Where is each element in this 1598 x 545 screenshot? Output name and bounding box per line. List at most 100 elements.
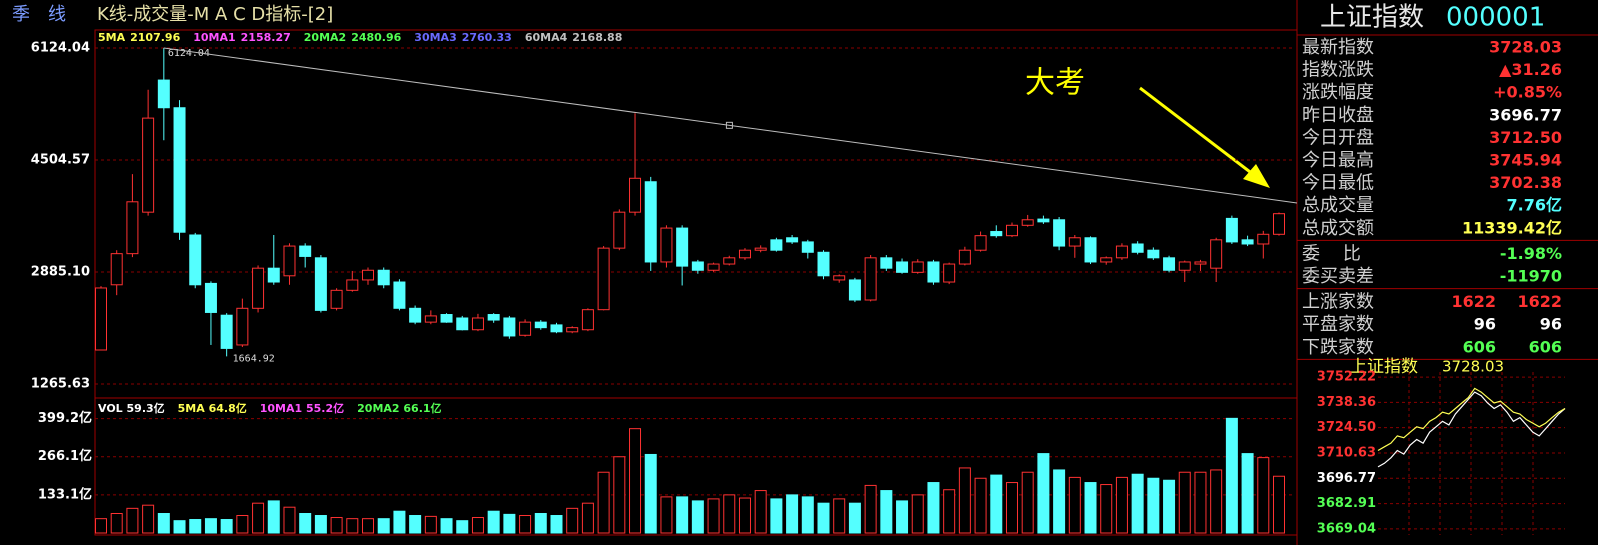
volume-bar — [487, 510, 500, 534]
volume-bar — [204, 518, 217, 534]
legend-text: 60MA4 — [525, 31, 568, 44]
candle-body — [613, 211, 626, 249]
legend-text: 2760.33 — [462, 31, 512, 44]
candle-body — [471, 317, 484, 331]
y-tick-label: 1265.63 — [31, 376, 90, 391]
candle-body — [1178, 261, 1191, 271]
row-label: 今日最高 — [1302, 150, 1374, 171]
candle-body — [424, 315, 437, 323]
volume-bar — [581, 502, 594, 534]
chart-heading: K线-成交量-M A C D指标-[2] — [97, 4, 333, 25]
candle-body — [1194, 261, 1207, 265]
volume-bar — [644, 453, 657, 534]
volume-bar — [1084, 482, 1097, 534]
candle-body — [754, 247, 767, 251]
candle-body — [660, 227, 673, 263]
volume-bar — [362, 518, 375, 534]
row-value: 7.76亿 — [1507, 196, 1562, 215]
volume-bar — [283, 506, 296, 534]
volume-bar — [424, 515, 437, 534]
candle-body — [299, 245, 312, 257]
volume-bar — [95, 518, 107, 534]
y-tick-label: 2885.10 — [31, 264, 90, 279]
row-label: 昨日收盘 — [1302, 105, 1374, 126]
legend-text: 5MA 64.8亿 — [178, 401, 247, 415]
candle-body — [409, 307, 422, 323]
candle-body — [896, 261, 909, 273]
candle-body — [157, 79, 170, 109]
volume-bar — [943, 489, 956, 534]
volume-bar — [629, 428, 642, 534]
volume-bar — [440, 518, 453, 534]
row-label: 总成交量 — [1302, 195, 1374, 216]
annotation-arrow — [1139, 86, 1259, 180]
y-tick-label: 4504.57 — [31, 152, 90, 167]
candle-body — [864, 257, 877, 301]
candle-body — [110, 253, 123, 286]
row-value: 1622 — [1451, 292, 1496, 311]
volume-bar — [1131, 473, 1144, 534]
legend-text: 20MA2 — [304, 31, 346, 44]
row-label: 总成交额 — [1302, 218, 1374, 239]
volume-bar — [330, 517, 343, 534]
period-label: 季 线 — [12, 4, 66, 25]
candle-body — [581, 309, 594, 331]
candle-body — [1068, 237, 1081, 247]
row-value: 3745.94 — [1489, 151, 1562, 170]
volume-bar — [1225, 417, 1238, 534]
candle-body — [1005, 224, 1018, 237]
volume-bar — [110, 513, 123, 534]
y-tick-label: 3752.22 — [1317, 370, 1376, 385]
arrow-head — [1243, 164, 1270, 188]
candle-body — [1100, 257, 1113, 263]
candle-body — [1131, 243, 1144, 253]
mini-title: 上证指数 — [1350, 357, 1418, 377]
volume-bar — [660, 496, 673, 534]
row-value: 3702.38 — [1489, 173, 1562, 192]
row-value: 96 — [1474, 315, 1496, 334]
volume-bar — [566, 507, 579, 534]
volume-bar — [1273, 475, 1285, 534]
row-value: 3696.77 — [1489, 105, 1562, 124]
volume-bar — [880, 490, 893, 534]
legend-text: VOL 59.3亿 — [98, 401, 165, 415]
volume-bar — [377, 518, 390, 534]
row-label: 最新指数 — [1302, 37, 1374, 58]
candle-body — [676, 227, 689, 267]
volume-bar — [676, 496, 689, 534]
candle-body — [801, 241, 814, 253]
candle-body — [534, 321, 547, 329]
volume-bar — [1100, 484, 1113, 534]
volume-bar — [1053, 469, 1066, 534]
trend-handle — [725, 121, 733, 129]
volume-bar — [1163, 479, 1176, 534]
candle-body — [1115, 245, 1128, 259]
volume-bar — [220, 519, 233, 534]
volume-bar — [1021, 471, 1034, 534]
candle-body — [519, 321, 532, 336]
row-label: 平盘家数 — [1302, 314, 1374, 335]
volume-bar — [848, 502, 861, 534]
volume-bar — [896, 500, 909, 534]
volume-bar — [723, 494, 736, 534]
row-value: -1.98% — [1500, 244, 1562, 263]
candle-body — [723, 257, 736, 265]
volume-bar — [833, 498, 846, 534]
volume-bar — [911, 494, 924, 534]
row-label: 指数涨跌 — [1302, 60, 1374, 81]
y-tick-label: 3724.50 — [1317, 420, 1376, 435]
candle-body — [487, 314, 500, 321]
candle-body — [927, 261, 940, 283]
legend-text: 2480.96 — [351, 31, 401, 44]
legend-text: 20MA2 66.1亿 — [357, 401, 441, 415]
row-label: 今日开盘 — [1302, 127, 1374, 148]
y-tick-label: 266.1亿 — [38, 448, 92, 464]
volume-bar — [754, 490, 767, 534]
volume-bar — [1257, 457, 1270, 534]
legend-text: 30MA3 — [414, 31, 456, 44]
legend-text: 10MA1 55.2亿 — [260, 401, 344, 415]
candle-body — [236, 307, 249, 346]
volume-bar — [1147, 477, 1160, 534]
